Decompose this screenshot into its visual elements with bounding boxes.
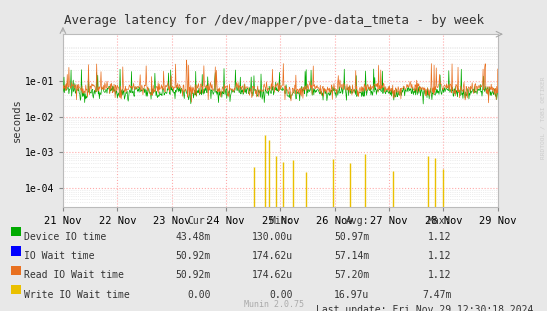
Text: 174.62u: 174.62u — [252, 270, 293, 280]
Text: IO Wait time: IO Wait time — [24, 251, 95, 261]
Text: 0.00: 0.00 — [269, 290, 293, 299]
Text: Min:: Min: — [269, 216, 293, 226]
Text: Max:: Max: — [428, 216, 451, 226]
Text: Cur:: Cur: — [187, 216, 211, 226]
Y-axis label: seconds: seconds — [11, 99, 22, 142]
Text: 174.62u: 174.62u — [252, 251, 293, 261]
Text: 43.48m: 43.48m — [176, 232, 211, 242]
Text: 1.12: 1.12 — [428, 251, 451, 261]
Text: Avg:: Avg: — [346, 216, 369, 226]
Text: RRDTOOL / TOBI OETIKER: RRDTOOL / TOBI OETIKER — [541, 77, 546, 160]
Text: Device IO time: Device IO time — [24, 232, 106, 242]
Text: 50.92m: 50.92m — [176, 270, 211, 280]
Text: 1.12: 1.12 — [428, 270, 451, 280]
Text: 0.00: 0.00 — [187, 290, 211, 299]
Text: Last update: Fri Nov 29 12:30:18 2024: Last update: Fri Nov 29 12:30:18 2024 — [316, 305, 533, 311]
Text: 57.14m: 57.14m — [334, 251, 369, 261]
Text: Read IO Wait time: Read IO Wait time — [24, 270, 124, 280]
Text: 50.92m: 50.92m — [176, 251, 211, 261]
Text: Write IO Wait time: Write IO Wait time — [24, 290, 130, 299]
Text: 16.97u: 16.97u — [334, 290, 369, 299]
Text: 57.20m: 57.20m — [334, 270, 369, 280]
Text: 7.47m: 7.47m — [422, 290, 451, 299]
Text: 50.97m: 50.97m — [334, 232, 369, 242]
Text: Average latency for /dev/mapper/pve-data_tmeta - by week: Average latency for /dev/mapper/pve-data… — [63, 14, 484, 27]
Text: 1.12: 1.12 — [428, 232, 451, 242]
Text: 130.00u: 130.00u — [252, 232, 293, 242]
Text: Munin 2.0.75: Munin 2.0.75 — [243, 300, 304, 309]
